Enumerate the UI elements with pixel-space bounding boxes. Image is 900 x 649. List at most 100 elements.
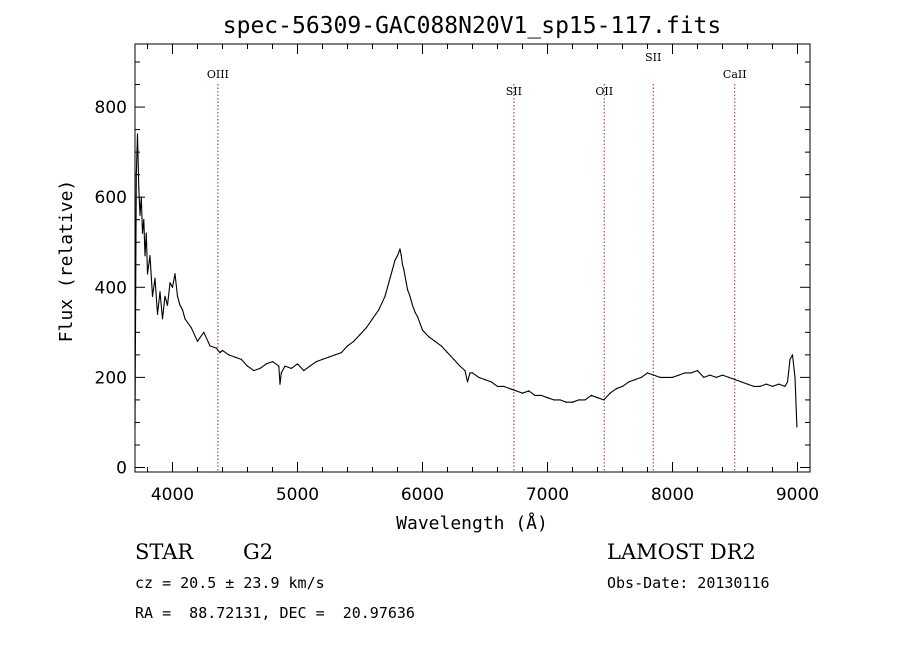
spectrum-point (628, 381, 630, 383)
spectrum-point (728, 376, 730, 378)
spectrum-point (161, 318, 164, 320)
spectrum-point (609, 392, 611, 394)
spectrum-point (384, 295, 386, 297)
y-tick-label: 200 (95, 368, 127, 388)
spectrum-point (446, 352, 449, 354)
spectrum-point (279, 383, 281, 385)
spectrum-point (146, 273, 149, 275)
spectrum-point (280, 372, 282, 374)
spectrum-point (221, 349, 224, 351)
spectrum-point (134, 426, 136, 428)
spectrum-point (145, 232, 147, 234)
spectrum-point (786, 381, 789, 383)
spectrum-point (136, 133, 139, 135)
series-layer (134, 133, 798, 428)
spectrum-point (484, 379, 486, 381)
spectrum-point (753, 385, 755, 387)
spectrum-point (765, 383, 767, 385)
spectrum-point (789, 358, 791, 360)
spectrum-point (399, 248, 401, 250)
spectrum-point (503, 385, 505, 387)
spectrum-point (459, 365, 461, 367)
spectrum-point (659, 376, 661, 378)
redshift-readout: cz = 20.5 ± 23.9 km/s (135, 574, 325, 592)
spectrum-point (796, 426, 798, 428)
spectrum-point (149, 255, 151, 257)
spectrum-point (784, 385, 786, 387)
spectrum-point (578, 399, 580, 401)
spectrum-point (143, 219, 145, 221)
spectrum-point (621, 385, 624, 387)
spectrum-point (434, 340, 436, 342)
spectrum-point (466, 381, 469, 383)
spectrum-point (391, 268, 394, 270)
spectrum-point (521, 392, 524, 394)
spectrum-point (184, 318, 186, 320)
spectrum-point (144, 255, 146, 257)
axes: 4000 5000 6000 7000 8000 9000 0 200 400 600 800 (95, 44, 819, 505)
spectrum-point (394, 259, 396, 261)
spectrum-point (278, 365, 280, 367)
object-subclass: G2 (243, 540, 274, 564)
spectrum-point (453, 358, 455, 360)
spectrum-point (534, 394, 536, 396)
spectrum-point (684, 372, 686, 374)
spectrum-point (228, 354, 230, 356)
spectrum-point (640, 376, 642, 378)
plot-frame (134, 43, 811, 473)
spectrum-point (156, 313, 159, 315)
survey-name: LAMOST DR2 (607, 540, 756, 564)
spectrum-point (309, 365, 311, 367)
annotation-label: SII (506, 85, 522, 98)
annotation-label: OIII (207, 68, 229, 81)
spectrum-point (678, 374, 680, 376)
spectrum-point (166, 304, 169, 306)
spectrum-point (559, 399, 561, 401)
spectrum-point (411, 304, 414, 306)
spectrum-point (240, 358, 242, 360)
spectrum-point (190, 327, 192, 329)
spectrum-point (359, 334, 361, 336)
spectrum-point (321, 358, 324, 360)
spectrum-point (176, 295, 179, 297)
spectrum-point (303, 370, 305, 372)
coordinates-readout: RA = 88.72131, DEC = 20.97636 (135, 604, 415, 622)
spectrum-point (181, 309, 184, 311)
spectrum-point (328, 356, 330, 358)
spectrum-point (528, 390, 530, 392)
spectrum-point (416, 316, 419, 318)
spectrum-point (546, 397, 549, 399)
spectrum-point (409, 295, 411, 297)
line-annotations: OIII SII OII SII CaII (207, 51, 747, 472)
spectrum-point (234, 356, 236, 358)
spectrum-point (490, 381, 492, 383)
spectrum-point (665, 376, 667, 378)
spectrum-point (690, 372, 692, 374)
spectrum-point (496, 385, 499, 387)
x-tick-label: 5000 (276, 485, 319, 505)
spectrum-point (219, 352, 221, 354)
spectrum-point (584, 399, 586, 401)
spectrum-point (259, 367, 261, 369)
spectrum-point (315, 361, 317, 363)
spectrum-point (151, 295, 154, 297)
x-tick-label: 7000 (526, 485, 569, 505)
spectrum-point (271, 361, 274, 363)
spectrum-point (646, 372, 649, 374)
spectrum-point (141, 232, 144, 234)
spectrum-point (209, 345, 211, 347)
spectrum-point (334, 354, 336, 356)
spectrum-point (653, 374, 655, 376)
spectrum-point (515, 390, 517, 392)
spectrum-point (634, 379, 636, 381)
spectrum-point (403, 268, 405, 270)
spectrum-point (734, 379, 736, 381)
spectrum-point (396, 255, 399, 257)
spectrum-point (389, 277, 391, 279)
x-tick-label: 9000 (776, 485, 819, 505)
spectrum-point (171, 286, 174, 288)
spectrum-point (196, 340, 199, 342)
spectrum-point (571, 401, 574, 403)
spectrum-point (154, 277, 156, 279)
